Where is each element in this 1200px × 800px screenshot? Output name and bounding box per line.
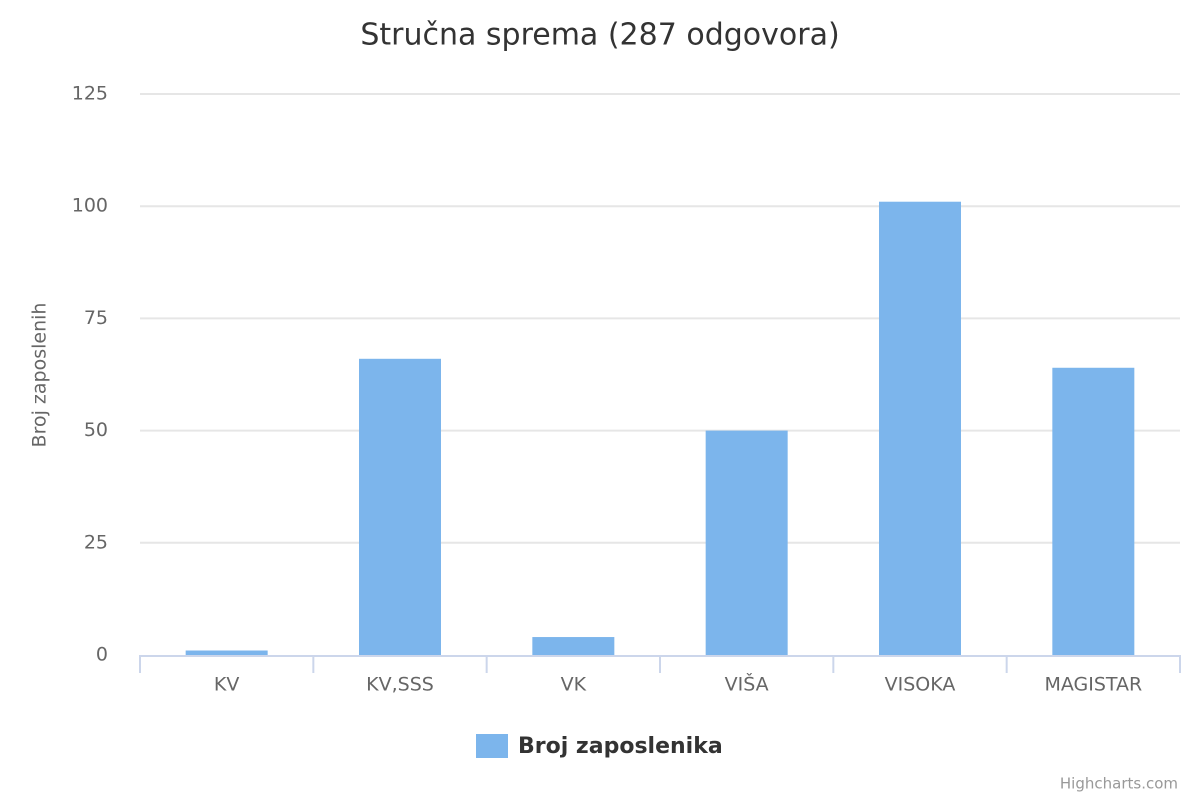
y-tick-label: 75 xyxy=(84,307,108,329)
bar xyxy=(532,637,615,655)
bar xyxy=(185,650,268,655)
credits[interactable]: Highcharts.com xyxy=(1060,775,1178,793)
x-tick-label: MAGISTAR xyxy=(1044,674,1142,696)
y-tick-label: 125 xyxy=(72,83,108,105)
chart-title: Stručna sprema (287 odgovora) xyxy=(360,18,839,53)
legend-swatch xyxy=(476,734,508,758)
y-tick-label: 25 xyxy=(84,531,108,553)
bar xyxy=(359,358,441,655)
bar xyxy=(705,430,788,655)
x-tick-label: VISOKA xyxy=(885,674,956,696)
x-tick-label: VK xyxy=(561,674,587,696)
bar xyxy=(879,201,961,655)
y-tick-label: 100 xyxy=(72,195,108,217)
x-tick-label: KV,SSS xyxy=(366,674,434,696)
bar xyxy=(1052,367,1135,655)
x-tick-label: VIŠA xyxy=(725,672,769,696)
y-tick-label: 0 xyxy=(96,644,108,666)
y-axis-title: Broj zaposlenih xyxy=(29,303,51,448)
x-tick-label: KV xyxy=(214,674,239,696)
legend-label: Broj zaposlenika xyxy=(518,734,723,759)
y-tick-label: 50 xyxy=(84,419,108,441)
